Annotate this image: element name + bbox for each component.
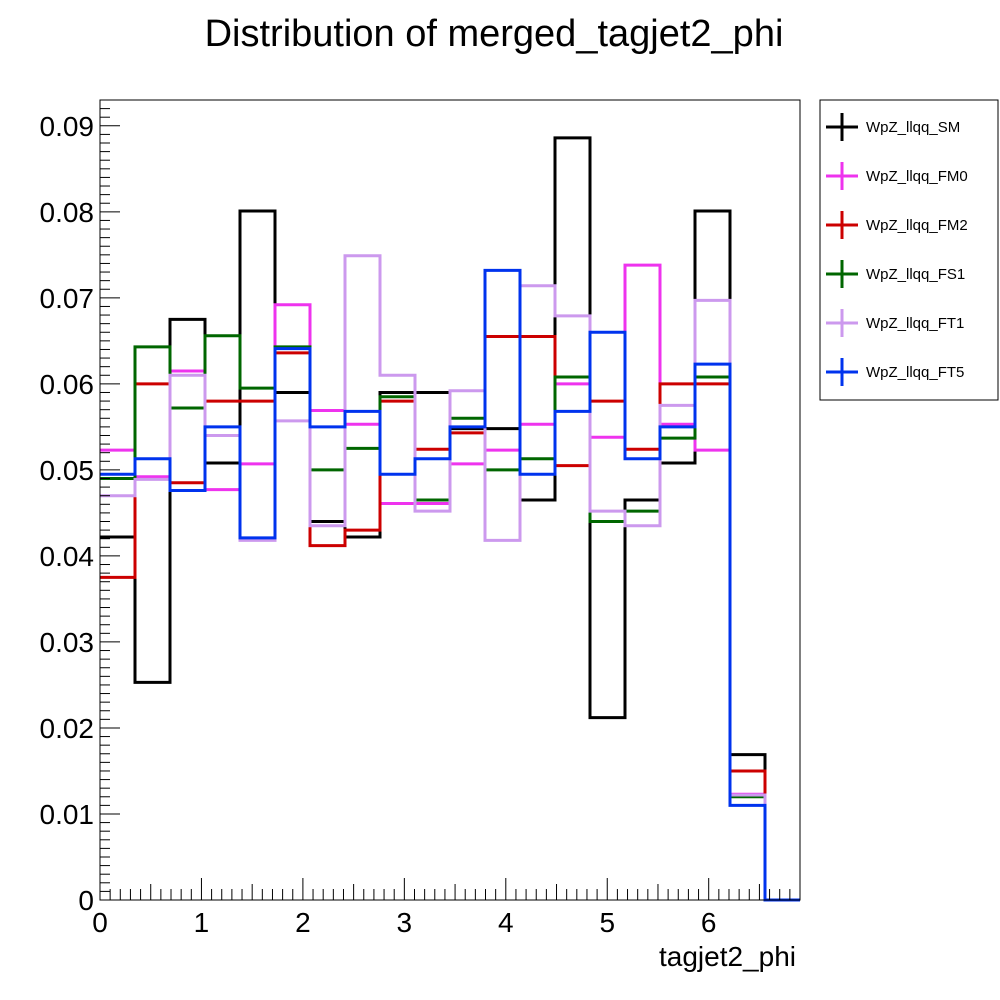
x-tick-label: 1 <box>194 907 210 938</box>
chart-title: Distribution of merged_tagjet2_phi <box>205 13 784 55</box>
legend-label: WpZ_llqq_FT1 <box>866 315 964 332</box>
legend-label: WpZ_llqq_FM0 <box>866 168 968 185</box>
y-tick-label: 0.03 <box>40 627 95 658</box>
legend-label: WpZ_llqq_FS1 <box>866 266 965 283</box>
y-tick-label: 0.02 <box>40 713 95 744</box>
x-tick-label: 0 <box>92 907 108 938</box>
legend-label: WpZ_llqq_FM2 <box>866 217 968 234</box>
y-tick-label: 0.01 <box>40 799 95 830</box>
x-tick-label: 6 <box>701 907 717 938</box>
legend-label: WpZ_llqq_FT5 <box>866 364 964 381</box>
x-tick-label: 4 <box>498 907 514 938</box>
y-tick-label: 0.05 <box>40 455 95 486</box>
y-tick-label: 0.09 <box>40 111 95 142</box>
x-tick-label: 3 <box>397 907 413 938</box>
series-line-6 <box>100 268 800 902</box>
y-tick-label: 0.08 <box>40 197 95 228</box>
y-tick-label: 0 <box>78 885 94 916</box>
x-tick-label: 2 <box>295 907 311 938</box>
legend: WpZ_llqq_SM WpZ_llqq_FM0 WpZ_llqq_FM2 WpZ_l… <box>819 99 999 401</box>
x-tick-label: 5 <box>599 907 615 938</box>
y-tick-label: 0.07 <box>40 283 95 314</box>
axes: 0 1 2 3 4 5 6 0 0.01 0.02 0.03 0.04 0.05 0.06 0.07 0.08… <box>40 108 801 938</box>
plot-frame <box>99 99 801 901</box>
y-tick-label: 0.06 <box>40 369 95 400</box>
y-tick-label: 0.04 <box>40 541 95 572</box>
legend-label: WpZ_llqq_SM <box>866 119 960 136</box>
plot-area <box>100 136 800 902</box>
x-axis-title: tagjet2_phi <box>659 941 796 972</box>
legend-box <box>819 99 999 401</box>
